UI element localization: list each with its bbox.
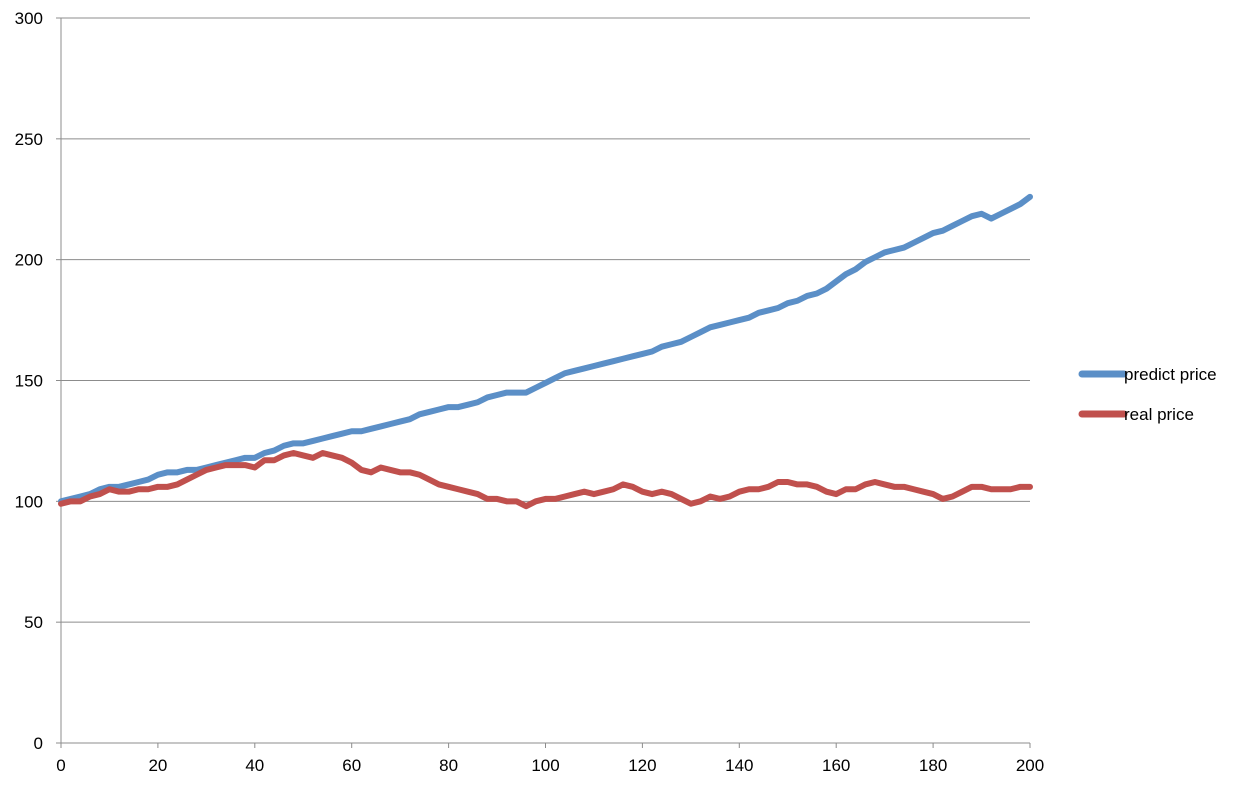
legend-label-real-price: real price (1124, 405, 1194, 424)
grid-lines (61, 17, 1030, 623)
y-tick-label: 300 (15, 9, 43, 28)
series-lines (58, 193, 1033, 510)
x-tick-label: 20 (148, 756, 167, 775)
x-tick-label: 200 (1016, 756, 1044, 775)
y-tick-label: 200 (15, 251, 43, 270)
x-tick-label: 120 (628, 756, 656, 775)
y-tick-label: 50 (24, 613, 43, 632)
x-tick-label: 40 (245, 756, 264, 775)
x-tick-label: 80 (439, 756, 458, 775)
x-tick-label: 100 (531, 756, 559, 775)
x-tick-label: 160 (822, 756, 850, 775)
series-line-predict-price (58, 193, 1033, 505)
x-tick-label: 180 (919, 756, 947, 775)
x-tick-labels: 0 20 40 60 80 100 120 140 160 180 200 (56, 756, 1044, 775)
x-tick-label: 60 (342, 756, 361, 775)
y-tick-labels: 0 50 100 150 200 250 300 (15, 9, 43, 753)
y-tick-label: 0 (34, 734, 43, 753)
x-tick-label: 140 (725, 756, 753, 775)
y-tick-label: 250 (15, 130, 43, 149)
legend: predict price real price (1078, 365, 1217, 424)
y-tick-label: 150 (15, 372, 43, 391)
series-line-real-price (58, 450, 1033, 510)
legend-label-predict-price: predict price (1124, 365, 1217, 384)
y-tick-label: 100 (15, 492, 43, 511)
x-tick-label: 0 (56, 756, 65, 775)
axes (56, 17, 1031, 748)
